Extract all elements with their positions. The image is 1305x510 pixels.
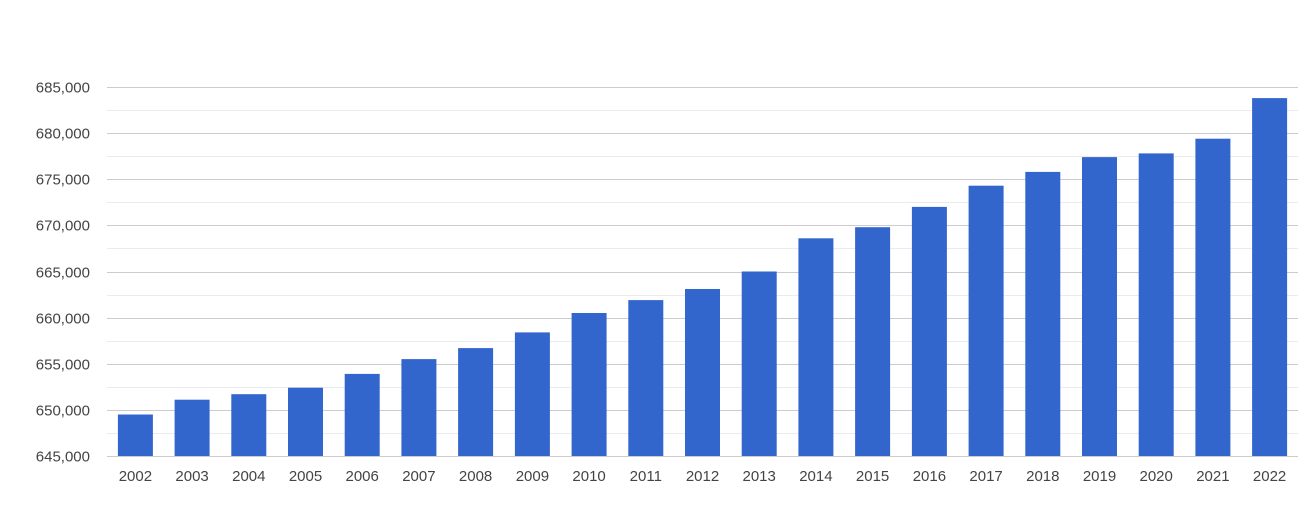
x-tick-label: 2006 — [346, 468, 379, 485]
x-tick-label: 2009 — [516, 468, 549, 485]
x-tick-label: 2007 — [402, 468, 435, 485]
x-tick-label: 2003 — [175, 468, 208, 485]
x-tick-label: 2014 — [799, 468, 832, 485]
bars — [117, 98, 1288, 456]
x-tick-label: 2015 — [856, 468, 889, 485]
bar-2003 — [174, 399, 210, 456]
y-tick-label: 675,000 — [36, 172, 90, 189]
x-tick-label: 2002 — [119, 468, 152, 485]
y-tick-label: 650,000 — [36, 403, 90, 420]
x-tick-label: 2010 — [572, 468, 605, 485]
bar-2020 — [1138, 153, 1174, 456]
x-tick-label: 2016 — [913, 468, 946, 485]
x-tick-label: 2022 — [1253, 468, 1286, 485]
bar-2010 — [571, 313, 607, 456]
x-tick-label: 2012 — [686, 468, 719, 485]
bar-2008 — [458, 348, 494, 456]
bar-2006 — [344, 373, 380, 456]
x-tick-label: 2005 — [289, 468, 322, 485]
x-tick-label: 2019 — [1083, 468, 1116, 485]
bar-2002 — [117, 414, 153, 456]
bar-2017 — [968, 185, 1004, 456]
bar-2013 — [741, 271, 777, 456]
bar-2016 — [911, 206, 947, 456]
y-tick-label: 660,000 — [36, 311, 90, 328]
bar-2005 — [288, 387, 323, 456]
bar-2011 — [628, 300, 664, 456]
bar-2014 — [798, 238, 834, 456]
x-tick-label: 2004 — [232, 468, 265, 485]
bar-2012 — [685, 289, 720, 456]
x-axis-tick-labels: 2002 2003 2004 2005 2006 2007 2008 2009 2010 2011… — [119, 468, 1287, 485]
x-tick-label: 2020 — [1140, 468, 1173, 485]
bar-2018 — [1025, 171, 1061, 456]
bar-2015 — [855, 227, 891, 456]
y-tick-label: 670,000 — [36, 218, 90, 235]
y-tick-label: 680,000 — [36, 126, 90, 143]
x-tick-label: 2018 — [1026, 468, 1059, 485]
bar-2009 — [514, 332, 550, 456]
y-tick-label: 645,000 — [36, 449, 90, 466]
y-tick-label: 665,000 — [36, 265, 90, 282]
bar-2007 — [401, 359, 437, 456]
bar-2004 — [231, 394, 267, 456]
y-tick-label: 655,000 — [36, 357, 90, 374]
x-tick-label: 2021 — [1196, 468, 1229, 485]
bar-2021 — [1195, 138, 1231, 456]
bar-2022 — [1252, 98, 1288, 456]
x-tick-label: 2017 — [969, 468, 1002, 485]
y-tick-label: 685,000 — [36, 80, 90, 97]
y-axis-tick-labels: 645,000 650,000 655,000 660,000 665,000 670,0… — [36, 80, 90, 466]
x-tick-label: 2011 — [630, 468, 662, 485]
bar-2019 — [1082, 157, 1117, 456]
x-tick-label: 2008 — [459, 468, 492, 485]
x-tick-label: 2013 — [743, 468, 776, 485]
